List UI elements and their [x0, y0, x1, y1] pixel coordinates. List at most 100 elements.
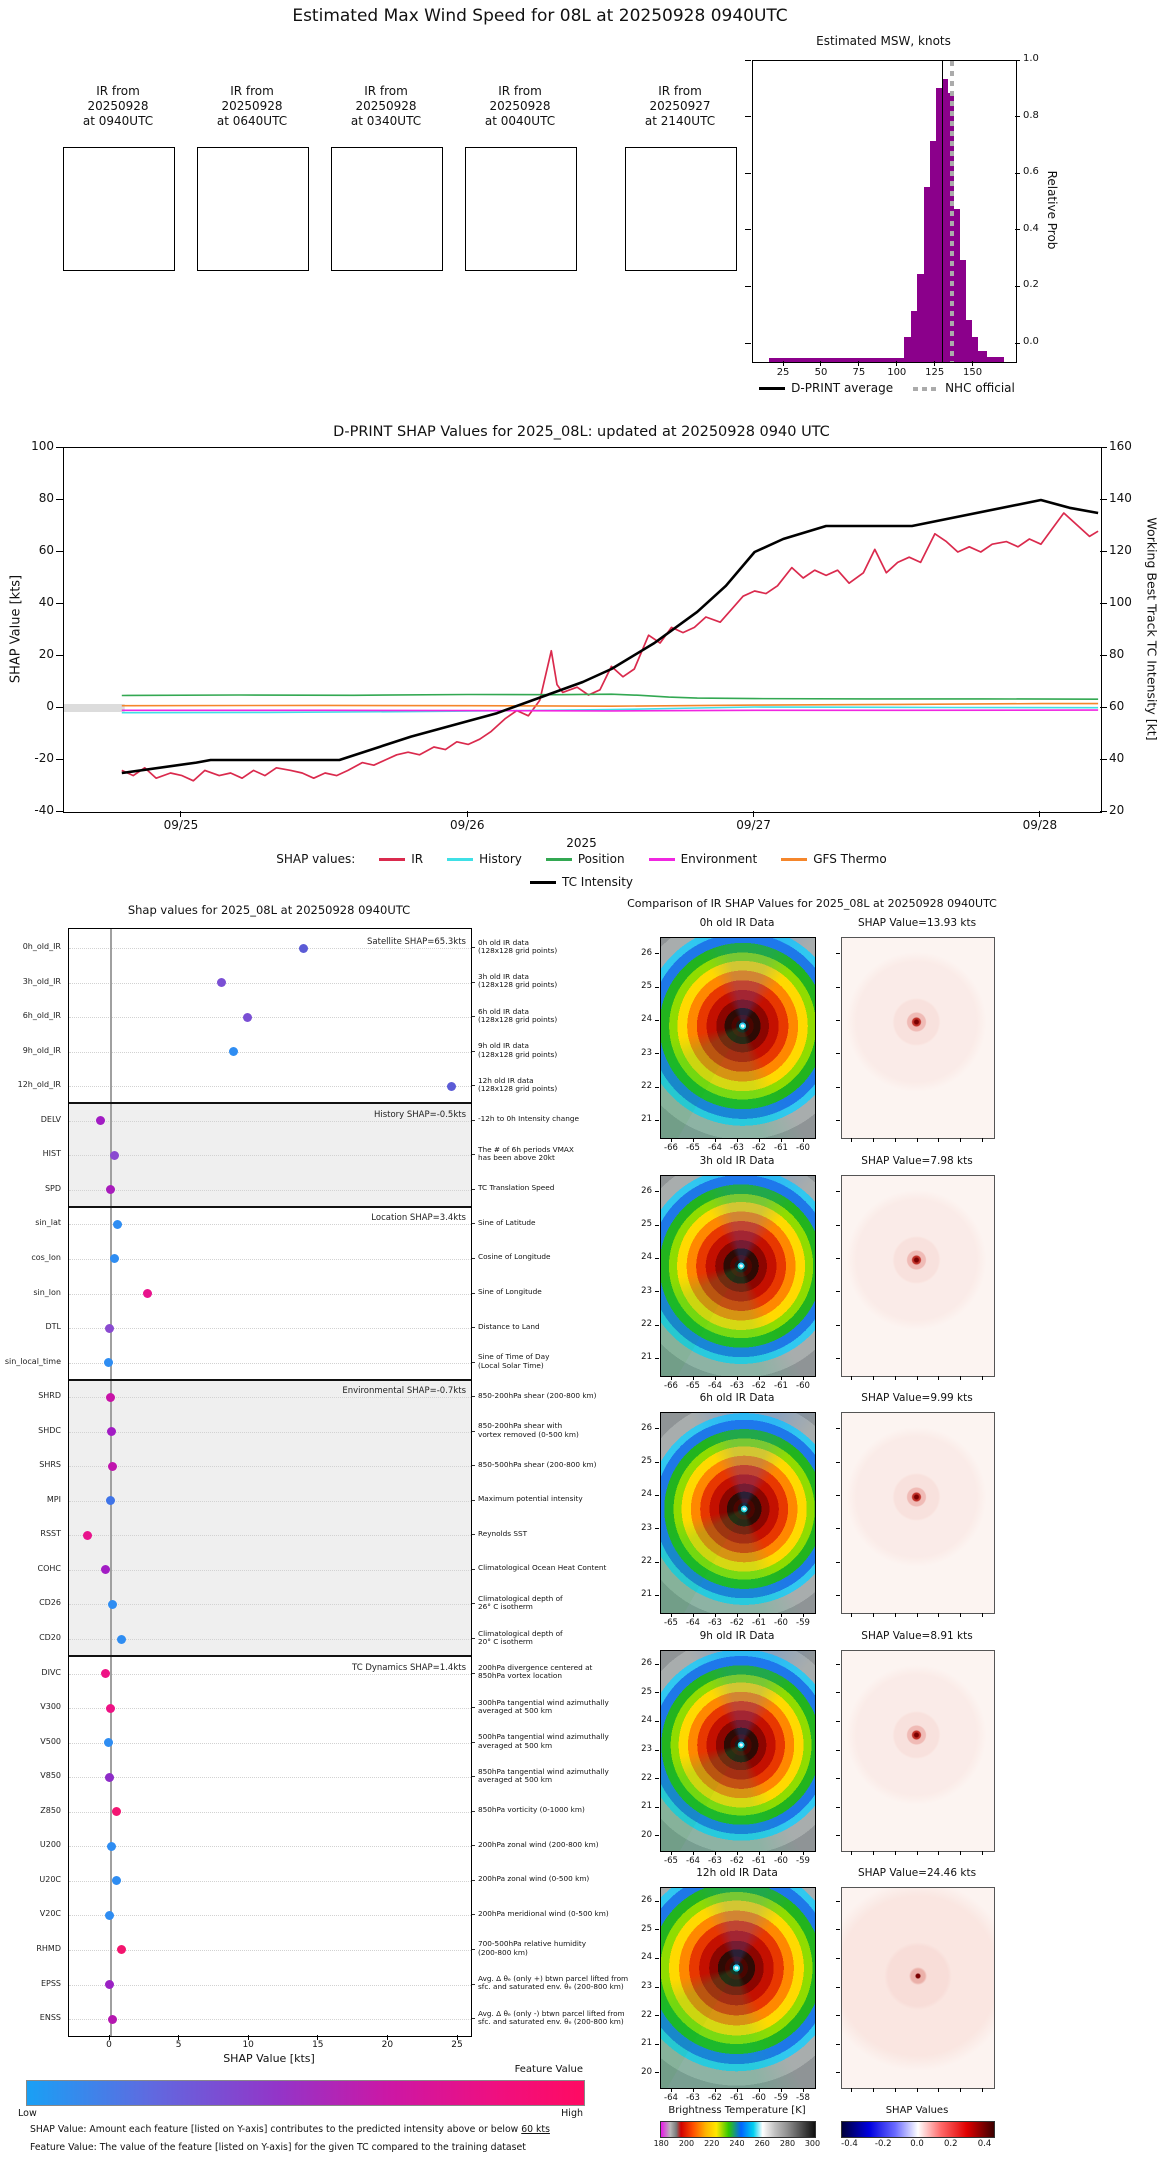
- histogram-y-tick: [745, 229, 751, 231]
- histogram-y-tick: [1015, 342, 1020, 344]
- histogram-x-tick: [782, 361, 784, 366]
- ir-map-title: 6h old IR Data: [699, 1392, 775, 1404]
- ir-map-lat-tick: [655, 1900, 659, 1902]
- shap-map-left-tick: [836, 1528, 840, 1530]
- dotplot-row-gridline: [69, 1984, 471, 1986]
- timeseries-x-tick-label: 09/27: [736, 818, 771, 832]
- dotplot-feature-label: 9h_old_IR: [22, 1045, 61, 1055]
- dotplot-dot-V850: [104, 1772, 114, 1782]
- ir-map-lon-label: -64: [708, 1143, 722, 1153]
- timeseries-y-tick: [56, 446, 63, 448]
- ir-map-lat-tick: [655, 953, 659, 955]
- dotplot-row-gridline: [69, 1846, 471, 1848]
- shap-map-bottom-tick: [959, 1138, 961, 1142]
- histogram-legend: D-PRINT average NHC official: [722, 381, 1052, 395]
- ir-map-lat-label: 26: [641, 1185, 652, 1196]
- shap-map-bottom-tick: [894, 1376, 896, 1380]
- shap-map-bottom-tick: [938, 2088, 940, 2092]
- shap-map-left-tick: [836, 1224, 840, 1226]
- dotplot-feature-description: 200hPa meridional wind (0-500 km): [478, 1908, 609, 1918]
- dotplot-desc-tick: [472, 1534, 475, 1536]
- shap-map-bottom-tick: [873, 1613, 875, 1617]
- shap-map-bottom-tick: [851, 1613, 853, 1617]
- dotplot-feature-description: Maximum potential intensity: [478, 1494, 583, 1504]
- bt-colorbar-tick-label: 240: [729, 2139, 745, 2148]
- dotplot-dot-V20C: [104, 1910, 114, 1920]
- line-swatch: [529, 880, 556, 885]
- ir-map-lat-label: 23: [641, 1285, 652, 1296]
- timeseries-title: D-PRINT SHAP Values for 2025_08L: update…: [333, 424, 830, 440]
- timeseries-ytick-right-label: 60: [1109, 699, 1125, 713]
- histogram-bar: [935, 87, 942, 362]
- timeseries-ytick-left-label: 40: [38, 595, 54, 609]
- dotplot-dot-sin_lat: [113, 1219, 123, 1229]
- dotplot-desc-tick: [472, 1188, 475, 1190]
- histogram-y-tick-label: 0.8: [1023, 109, 1039, 121]
- shap-colorbar-tick-label: 0.4: [977, 2139, 992, 2149]
- ir-map-lat-tick: [655, 986, 659, 988]
- ir-map-lon-label: -65: [664, 1618, 678, 1628]
- bt-colorbar-tick-label: 200: [678, 2139, 695, 2148]
- dotplot-x-tick: [178, 2035, 180, 2040]
- histogram-y-tick: [745, 59, 751, 61]
- dotplot-feature-description: 850-200hPa shear with vortex removed (0-…: [478, 1421, 579, 1439]
- dotplot-x-tick-label: 0: [106, 2040, 112, 2050]
- dotplot-feature-description: Climatological depth of 26° C isotherm: [478, 1593, 563, 1612]
- shap-map-bottom-tick: [981, 2088, 983, 2092]
- shap-map-left-tick: [836, 1494, 840, 1496]
- ir-map-lon-tick: [758, 2088, 760, 2092]
- ir-map-lat-tick: [655, 1986, 659, 1988]
- shap-colorbar-tick-label: -0.2: [874, 2139, 892, 2149]
- dotplot-feature-label: sin_lon: [33, 1287, 61, 1297]
- timeseries-x-tick-label: 09/28: [1022, 818, 1058, 832]
- ir-map-lon-label: -65: [664, 1856, 678, 1866]
- footnote-underlined-text: 60 kts: [521, 2124, 550, 2135]
- histogram-y-tick: [1015, 285, 1020, 287]
- dotplot-feature-description: 9h old IR data (128x128 grid points): [478, 1041, 558, 1059]
- histogram-y-tick: [745, 285, 751, 287]
- dotplot-feature-description: 850-200hPa shear (200-800 km): [478, 1390, 597, 1400]
- timeseries-ytick-right-label: 80: [1109, 647, 1125, 661]
- dotplot-x-tick: [456, 2035, 458, 2040]
- shap-map-left-tick: [836, 1428, 840, 1430]
- shap-map-title: SHAP Value=13.93 kts: [857, 917, 977, 929]
- ir-map-lat-label: 22: [641, 1319, 652, 1329]
- ir-map-lon-tick: [714, 1138, 716, 1142]
- ir-map-lon-label: -63: [686, 2093, 700, 2103]
- timeseries-x-tick-label: 09/26: [449, 818, 485, 832]
- timeseries-y-tick: [1100, 446, 1107, 448]
- shap-map-bottom-tick: [894, 2088, 896, 2092]
- shap-map-left-tick: [836, 1749, 840, 1751]
- dotplot-dot-RSST: [82, 1530, 92, 1540]
- dotplot-row-gridline: [69, 1328, 471, 1330]
- dotplot-feature-description: 3h old IR data (128x128 grid points): [478, 972, 558, 990]
- timeseries-ytick-right-label: 120: [1109, 543, 1132, 557]
- shap-map-left-tick: [836, 2072, 840, 2074]
- dotplot-section-band: [69, 1379, 471, 1657]
- ir-map-panel: [660, 937, 816, 1139]
- ir-map-title: 12h old IR Data: [696, 1867, 778, 1879]
- ir-map-lon-label: -60: [796, 1381, 810, 1391]
- ir-map-lon-label: -60: [796, 1143, 810, 1153]
- shap-map-bottom-tick: [851, 1138, 853, 1142]
- dotplot-feature-label: SHRS: [39, 1460, 61, 1470]
- dotplot-dot-DTL: [104, 1323, 114, 1333]
- legend-label: Position: [577, 852, 625, 866]
- ir-map-lat-label: 20: [641, 1829, 652, 1840]
- timeseries-y-tick: [56, 706, 63, 708]
- dotplot-row-gridline: [69, 1880, 471, 1882]
- line-swatch: [781, 858, 808, 861]
- histogram-bar: [953, 209, 960, 362]
- dotplot-row-gridline: [69, 1086, 471, 1088]
- histogram-y-tick: [1015, 59, 1020, 61]
- timeseries-ytick-left-label: -40: [34, 803, 54, 817]
- histogram-y-tick-label: 0.2: [1023, 279, 1039, 291]
- ir-map-lon-tick: [780, 1851, 782, 1855]
- ir-map-lon-tick: [758, 1613, 760, 1617]
- dotplot-row-gridline: [69, 1017, 471, 1019]
- dotplot-dot-COHC: [101, 1565, 111, 1575]
- dotplot-dot-HIST: [109, 1150, 119, 1160]
- dotplot-desc-tick: [472, 1085, 475, 1087]
- dotplot-desc-tick: [472, 2018, 475, 2020]
- dotplot-section-divider: [69, 1655, 471, 1658]
